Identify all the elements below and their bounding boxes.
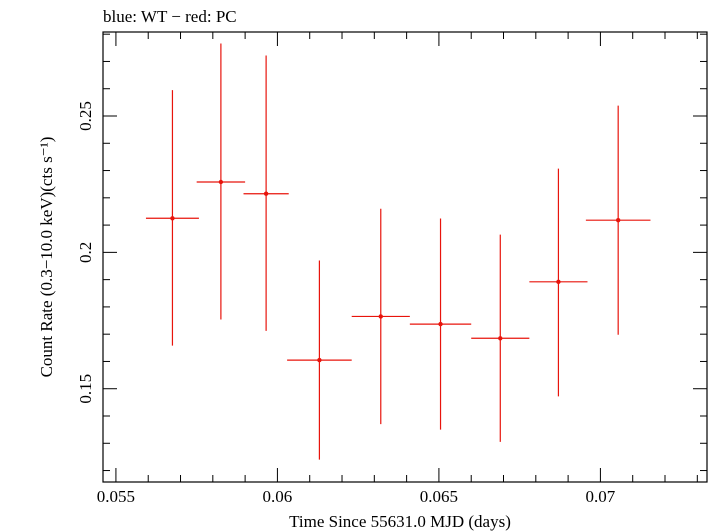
x-tick-label: 0.055 [97,487,135,506]
chart-title: blue: WT − red: PC [103,7,237,26]
data-point [615,217,621,223]
data-point [317,357,322,363]
x-axis: 0.055 0.06 0.065 0.07 [97,32,698,506]
data-point [218,179,224,185]
x-tick-label: 0.07 [586,487,616,506]
data-point [170,216,175,221]
x-axis-title: Time Since 55631.0 MJD (days) [289,512,511,531]
y-tick-label: 0.15 [76,374,95,404]
data-point [556,279,561,285]
x-tick-label: 0.06 [263,487,293,506]
y-axis-title: Count Rate (0.3−10.0 keV)(cts s⁻¹) [37,137,56,378]
y-axis: 0.15 0.2 0.25 [76,33,707,472]
plot-frame [102,31,708,483]
y-tick-label: 0.25 [76,101,95,131]
y-tick-label: 0.2 [76,242,95,263]
data-series [145,43,651,460]
data-point [498,336,503,341]
data-point [438,321,443,327]
x-tick-label: 0.065 [420,487,458,506]
data-point [378,314,383,319]
data-point [263,191,269,196]
